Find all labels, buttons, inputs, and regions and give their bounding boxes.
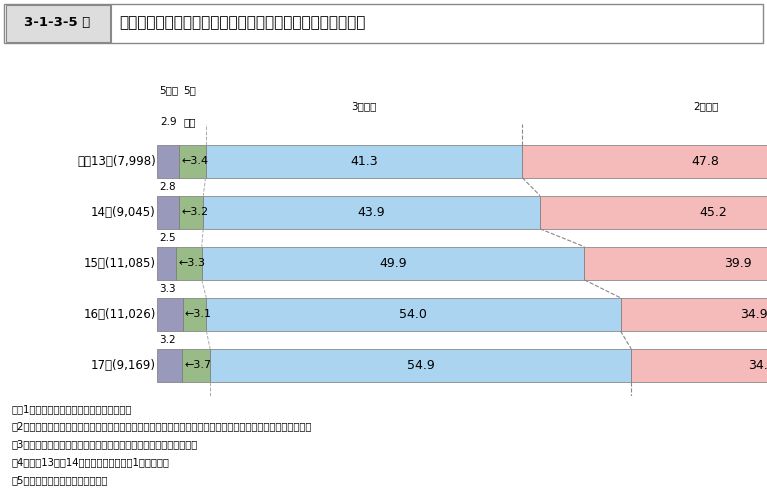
Text: ←3.2: ←3.2 — [181, 207, 208, 217]
Text: 注、1　最高裁判所事務総局の資料による。: 注、1 最高裁判所事務総局の資料による。 — [12, 404, 132, 414]
Text: 47.8: 47.8 — [692, 154, 719, 168]
Bar — [540, 196, 767, 229]
Bar — [210, 349, 631, 382]
Bar — [179, 145, 206, 178]
Text: 54.0: 54.0 — [400, 308, 427, 321]
Text: 3　地方裁判所及び簡易裁判所の通常第一審における人員である。: 3 地方裁判所及び簡易裁判所の通常第一審における人員である。 — [12, 439, 198, 449]
Text: ←3.3: ←3.3 — [179, 258, 206, 268]
Bar — [157, 349, 182, 382]
Text: 14　(9,045): 14 (9,045) — [91, 206, 156, 219]
Bar — [621, 298, 767, 331]
Text: 2.5: 2.5 — [160, 233, 176, 243]
Text: 2.8: 2.8 — [160, 182, 176, 192]
Bar — [631, 349, 767, 382]
Text: 43.9: 43.9 — [357, 206, 386, 219]
Text: 平成13　(7,998): 平成13 (7,998) — [77, 154, 156, 168]
Text: 通常第一審被告人通訳事件の有罪人員の刑期別構成比の推移: 通常第一審被告人通訳事件の有罪人員の刑期別構成比の推移 — [119, 15, 365, 30]
FancyBboxPatch shape — [4, 4, 763, 43]
Text: 45.2: 45.2 — [700, 206, 727, 219]
Text: 3.3: 3.3 — [160, 284, 176, 294]
Text: 15　(11,085): 15 (11,085) — [84, 257, 156, 270]
Bar — [522, 145, 767, 178]
Text: ←3.7: ←3.7 — [184, 361, 211, 370]
Bar — [157, 196, 179, 229]
Text: ←3.1: ←3.1 — [185, 309, 212, 319]
Text: 54.9: 54.9 — [407, 359, 435, 372]
Text: 3-1-3-5 図: 3-1-3-5 図 — [25, 16, 91, 29]
Text: 3.2: 3.2 — [160, 335, 176, 345]
Text: 41.3: 41.3 — [350, 154, 378, 168]
Bar — [176, 246, 202, 280]
Text: 5　（　）内は，実人員である。: 5 （ ）内は，実人員である。 — [12, 475, 108, 485]
Bar — [183, 298, 206, 331]
Text: 2年未満: 2年未満 — [693, 101, 719, 111]
Bar — [203, 196, 540, 229]
FancyBboxPatch shape — [6, 4, 110, 42]
Bar — [202, 246, 584, 280]
Text: ←3.4: ←3.4 — [182, 156, 209, 166]
Text: 以下: 以下 — [183, 117, 196, 127]
Bar — [179, 196, 203, 229]
Text: 34.9: 34.9 — [740, 308, 767, 321]
Text: 34.1: 34.1 — [748, 359, 767, 372]
Text: 5年超: 5年超 — [159, 86, 178, 95]
Bar — [584, 246, 767, 280]
Text: 4　平成13年，14年及び７年の死刑ぇ1人を除く。: 4 平成13年，14年及び７年の死刑ぇ1人を除く。 — [12, 457, 170, 467]
Text: 2.9: 2.9 — [160, 117, 176, 127]
Text: 3年以下: 3年以下 — [351, 101, 377, 111]
Text: 49.9: 49.9 — [379, 257, 407, 270]
Text: 16　(11,026): 16 (11,026) — [84, 308, 156, 321]
Bar — [157, 246, 176, 280]
Bar — [206, 145, 522, 178]
Bar — [182, 349, 210, 382]
Bar — [157, 145, 179, 178]
Text: 5年: 5年 — [183, 86, 196, 95]
Bar — [157, 298, 183, 331]
Bar — [206, 298, 621, 331]
Text: 17　(9,169): 17 (9,169) — [91, 359, 156, 372]
Text: 2　「被告人通訳事件」とは，外国人が被告人となった事件で，被告人に通訳・翻訳人が付いたものをいう。: 2 「被告人通訳事件」とは，外国人が被告人となった事件で，被告人に通訳・翻訳人が… — [12, 422, 312, 431]
Text: 39.9: 39.9 — [723, 257, 752, 270]
